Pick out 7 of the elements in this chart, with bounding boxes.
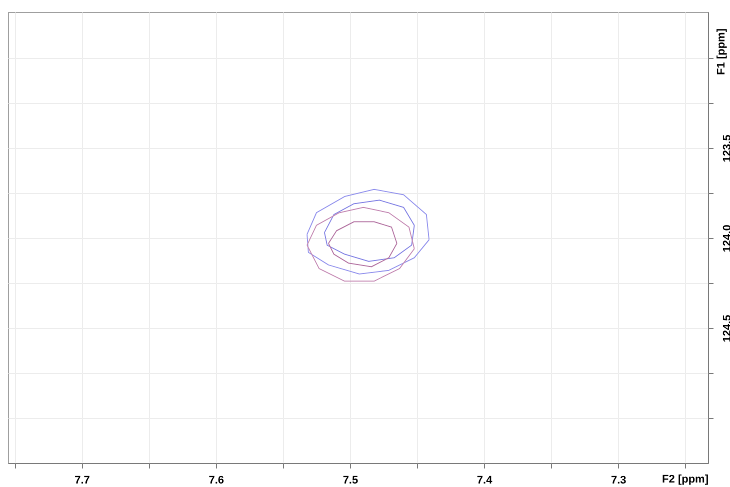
x-tick-label: 7.6 [208,474,224,486]
x-tick-label: 7.7 [74,474,90,486]
x-tick-label: 7.3 [611,474,626,486]
x-tick-label: 7.4 [476,474,494,486]
x-tick-label: 7.5 [342,474,358,486]
y-axis-title: F1 [ppm] [716,28,728,75]
x-axis-title: F2 [ppm] [662,474,709,486]
